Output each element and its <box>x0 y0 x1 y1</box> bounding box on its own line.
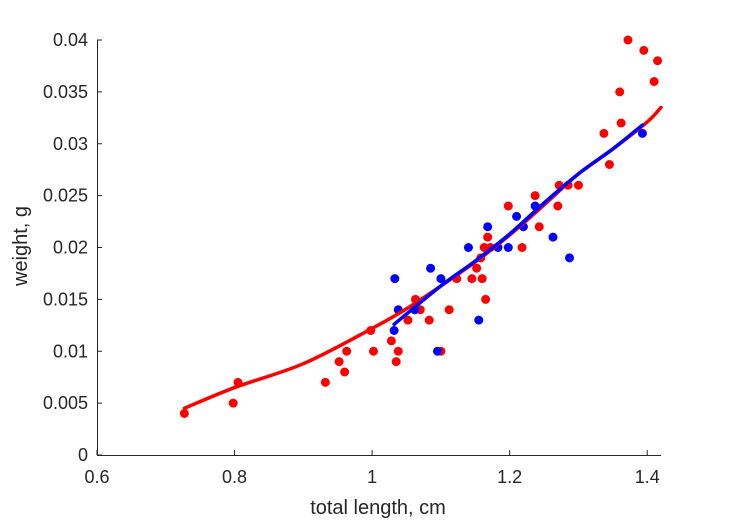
x-tick-label: 0.8 <box>222 467 247 487</box>
data-point <box>503 201 513 211</box>
data-point <box>616 118 626 128</box>
y-tick-label: 0.005 <box>43 393 88 413</box>
fit-curve <box>392 123 645 327</box>
scatter-series <box>179 35 663 418</box>
data-point <box>477 274 487 284</box>
x-tick-label: 1.2 <box>497 467 522 487</box>
data-point <box>615 87 625 97</box>
data-point <box>403 315 413 325</box>
y-axis-label: weight, g <box>10 206 32 287</box>
data-point <box>639 45 649 55</box>
data-point <box>637 128 647 138</box>
fit-curve <box>182 105 663 411</box>
data-point <box>530 191 540 201</box>
plot-area <box>179 35 663 418</box>
data-point <box>472 263 482 273</box>
data-point <box>481 294 491 304</box>
data-point <box>517 243 527 252</box>
x-tick-label: 1 <box>367 467 377 487</box>
data-point <box>553 201 563 211</box>
y-tick-label: 0.03 <box>53 134 88 154</box>
data-point <box>426 263 436 273</box>
data-point <box>534 222 544 232</box>
data-point <box>342 346 352 356</box>
data-point <box>320 377 330 387</box>
data-point <box>512 211 522 221</box>
y-tick-label: 0.025 <box>43 186 88 206</box>
data-point <box>432 346 442 356</box>
y-tick-label: 0.01 <box>53 341 88 361</box>
data-point <box>391 357 401 367</box>
data-point <box>368 346 378 356</box>
data-point <box>228 398 238 408</box>
data-point <box>623 35 633 45</box>
data-point <box>479 243 489 252</box>
y-tick-label: 0.015 <box>43 289 88 309</box>
data-point <box>424 315 434 325</box>
data-point <box>474 315 484 325</box>
data-point <box>334 357 344 367</box>
x-axis-ticks: 0.6 0.8 1 1.2 1.4 <box>84 450 660 487</box>
y-tick-label: 0.02 <box>53 238 88 258</box>
data-point <box>599 128 609 138</box>
x-tick-label: 0.6 <box>84 467 109 487</box>
data-point <box>573 180 583 190</box>
data-point <box>604 160 614 169</box>
data-point <box>653 56 663 66</box>
data-point <box>649 77 659 86</box>
data-point <box>463 243 473 252</box>
data-point <box>389 326 399 335</box>
data-point <box>548 232 558 242</box>
data-point <box>340 367 350 377</box>
data-point <box>436 274 446 284</box>
data-point <box>503 243 513 252</box>
y-axis-ticks: 0 0.005 0.01 0.015 0.02 0.025 0.03 0.035 0.04 <box>43 30 102 465</box>
data-point <box>565 253 575 263</box>
data-point <box>390 274 400 284</box>
y-tick-label: 0 <box>78 445 88 465</box>
x-axis-label: total length, cm <box>310 497 446 519</box>
data-point <box>483 232 493 242</box>
y-tick-label: 0.04 <box>53 30 88 50</box>
data-point <box>393 346 403 356</box>
x-tick-label: 1.4 <box>635 467 660 487</box>
data-point <box>444 305 454 315</box>
data-point <box>386 336 396 346</box>
axes: 0.6 0.8 1 1.2 1.4 0 0.005 0.01 0.015 0.02 0.025 0.… <box>43 30 661 487</box>
y-tick-label: 0.035 <box>43 82 88 102</box>
data-point <box>179 409 189 418</box>
data-point <box>467 274 477 284</box>
data-point <box>483 222 493 232</box>
